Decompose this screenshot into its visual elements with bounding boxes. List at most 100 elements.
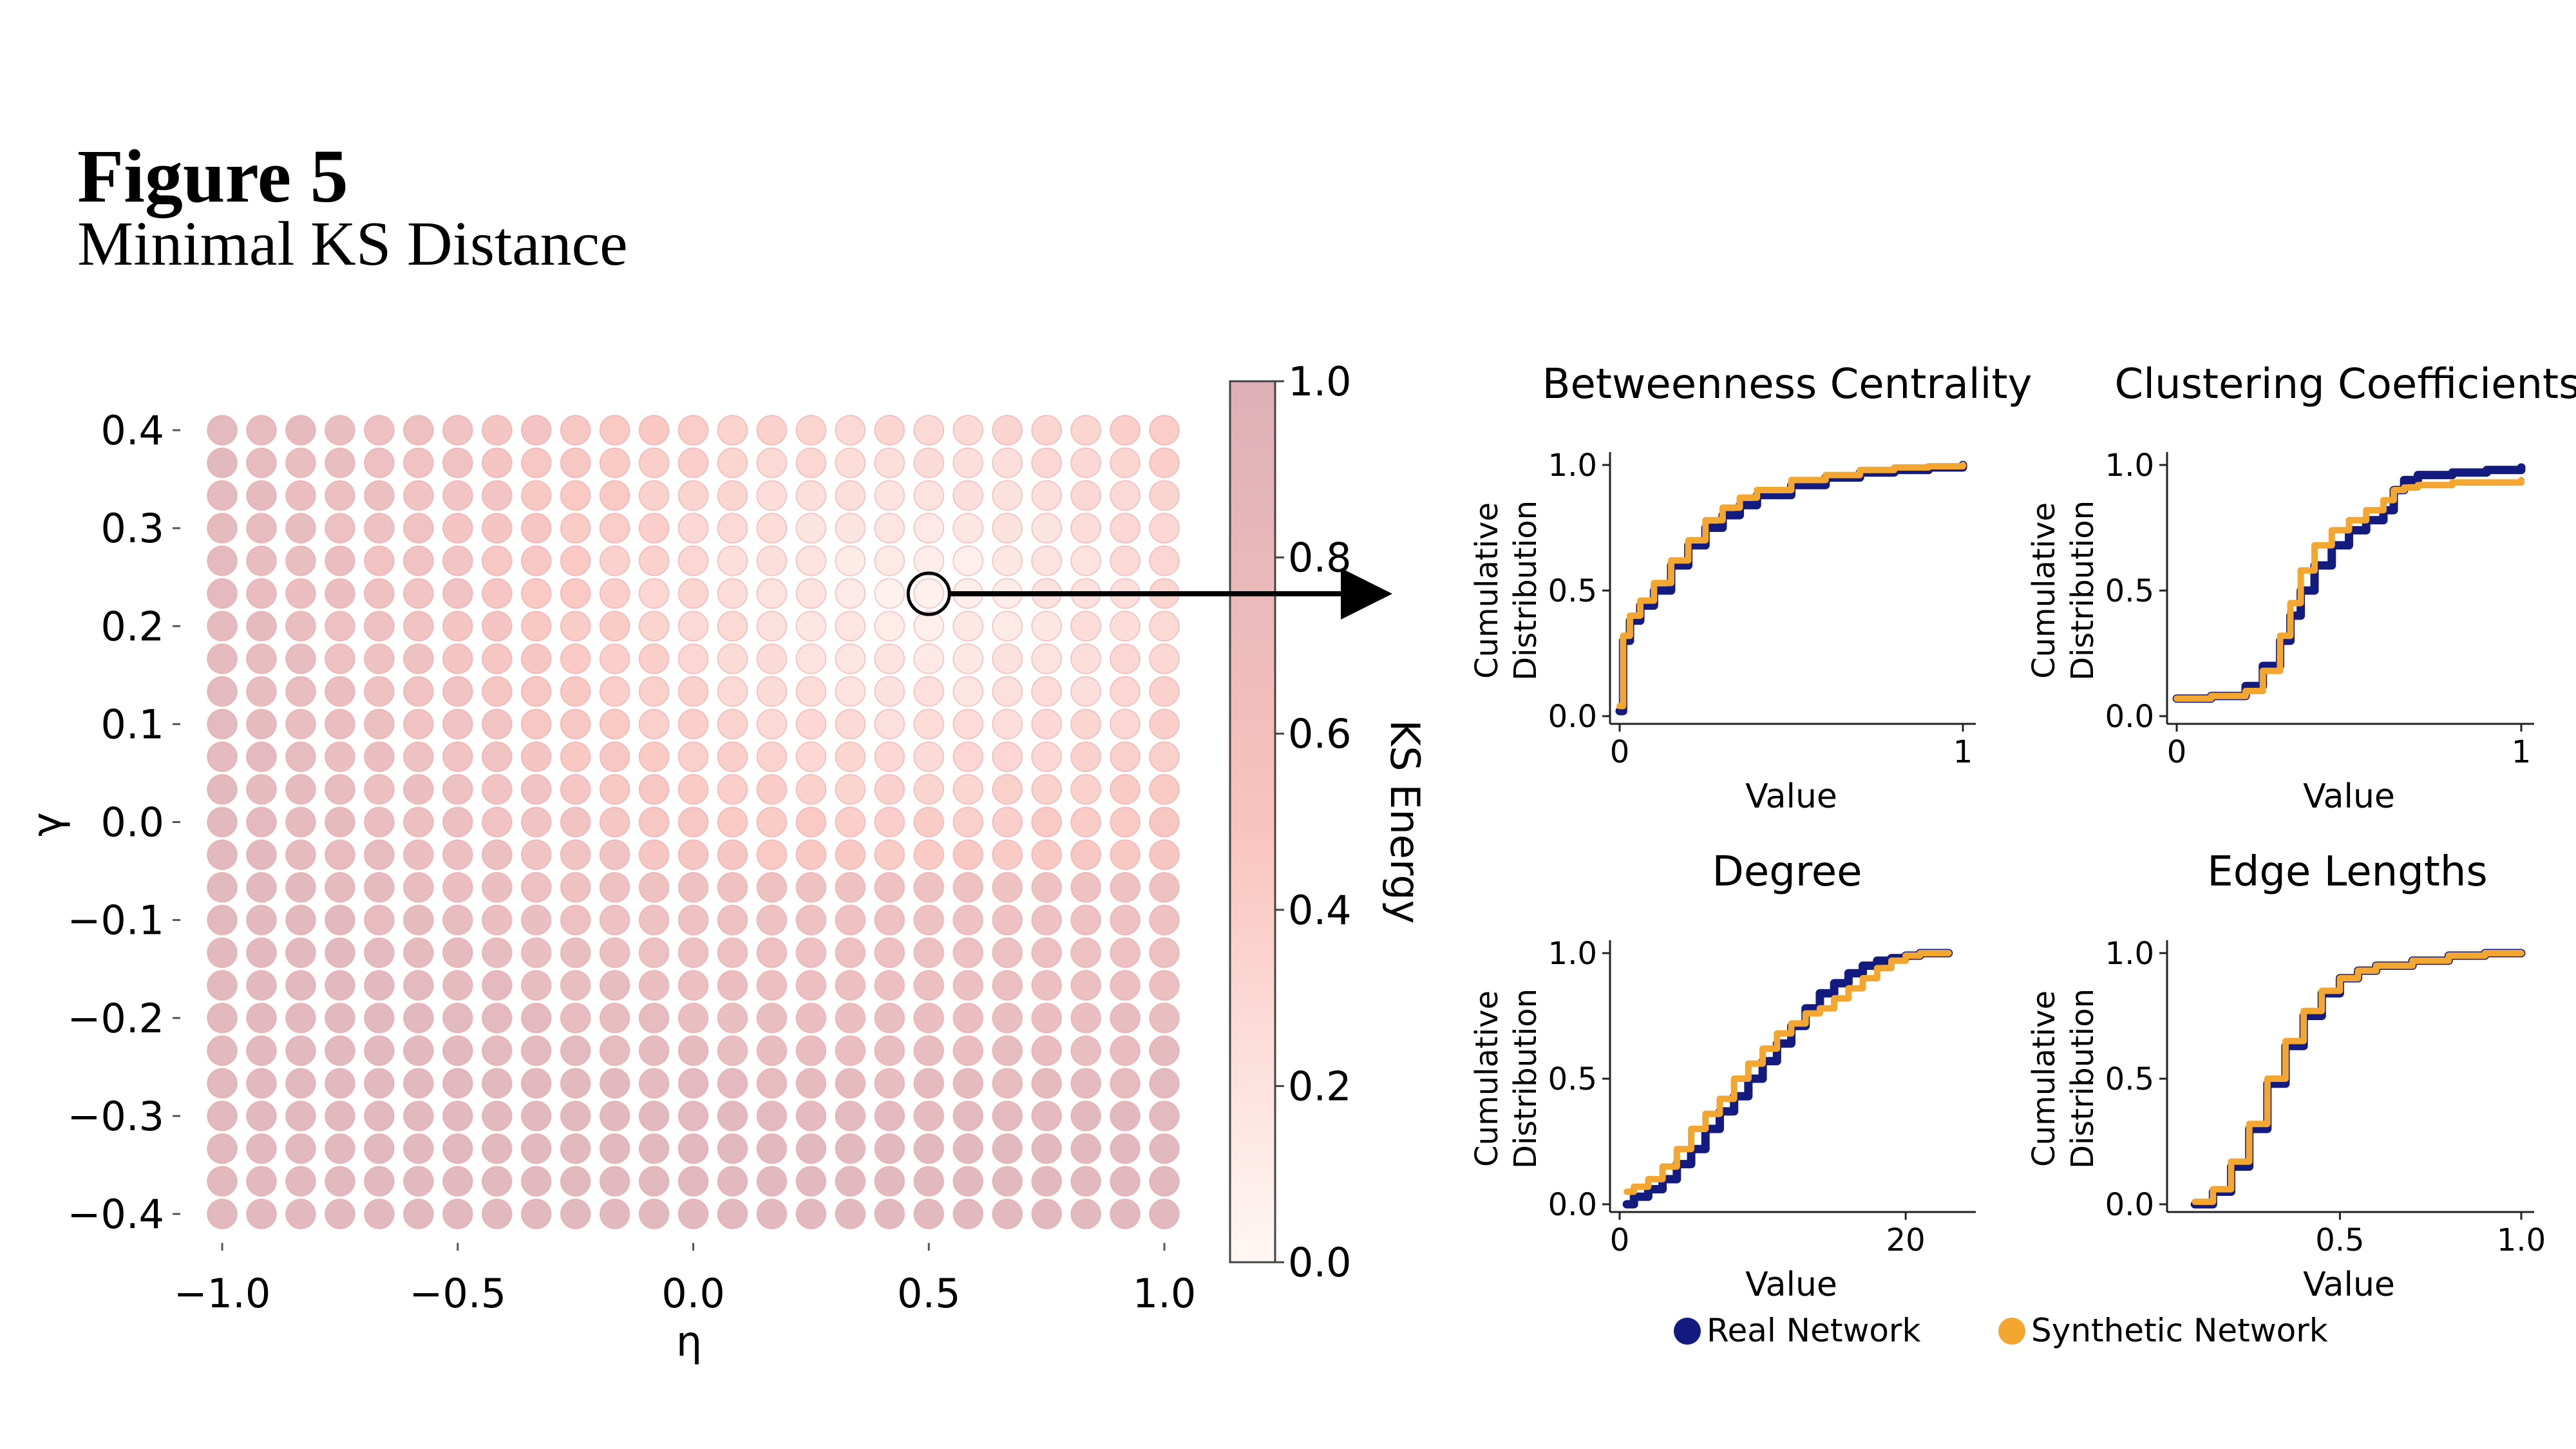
- heatmap-dot: [913, 1068, 945, 1099]
- heatmap-x-tick-label: 1.0: [1133, 1270, 1197, 1317]
- heatmap-dot: [677, 480, 709, 511]
- heatmap-dot: [717, 676, 748, 707]
- heatmap-dot: [560, 1133, 591, 1164]
- heatmap-dot: [756, 806, 788, 838]
- heatmap-dot: [992, 871, 1023, 903]
- heatmap-dot: [638, 1198, 670, 1229]
- heatmap-dot: [835, 708, 866, 740]
- heatmap-dot: [1149, 806, 1180, 838]
- heatmap-dot: [363, 1100, 395, 1132]
- heatmap-dot: [835, 1198, 866, 1229]
- heatmap-dot: [835, 415, 866, 446]
- heatmap-dot: [677, 447, 709, 478]
- heatmap-dot: [795, 545, 827, 576]
- heatmap-dot: [599, 480, 630, 511]
- heatmap-dot: [560, 904, 591, 936]
- heatmap-dot: [402, 1166, 434, 1197]
- heatmap-dot: [795, 611, 827, 642]
- heatmap-dot: [402, 1133, 434, 1164]
- heatmap-dot: [638, 513, 670, 544]
- real-network-line: [2190, 949, 2526, 1209]
- heatmap-dot: [285, 1035, 316, 1066]
- cdf-y-tick-label: 0.5: [1548, 573, 1597, 609]
- heatmap-dot: [245, 545, 277, 576]
- heatmap-dot: [402, 1002, 434, 1034]
- cdf-panel-title: Degree: [1712, 848, 1862, 896]
- heatmap-dot: [795, 806, 827, 838]
- heatmap-dot: [874, 839, 905, 871]
- heatmap-dot: [717, 1035, 748, 1066]
- heatmap-dot: [677, 1133, 709, 1164]
- heatmap-dot: [677, 806, 709, 838]
- heatmap-dot: [402, 1198, 434, 1229]
- heatmap-dot: [913, 1198, 945, 1229]
- heatmap-dot: [1110, 545, 1141, 576]
- heatmap-dot: [1149, 970, 1180, 1001]
- heatmap-dot: [795, 676, 827, 707]
- cdf-y-tick-label: 0.0: [1548, 1187, 1597, 1223]
- heatmap-dot: [1031, 513, 1063, 544]
- heatmap-dot: [245, 676, 277, 707]
- heatmap-dot: [520, 970, 552, 1001]
- heatmap-dot: [835, 1133, 866, 1164]
- real-network-line: [1615, 460, 1967, 715]
- heatmap-dot: [560, 773, 591, 805]
- heatmap-dot: [520, 545, 552, 576]
- heatmap-dot: [520, 480, 552, 511]
- heatmap-dot: [402, 970, 434, 1001]
- heatmap-dot: [560, 1198, 591, 1229]
- heatmap-dot: [481, 545, 513, 576]
- heatmap-dot: [207, 904, 238, 936]
- heatmap-dot: [1070, 415, 1102, 446]
- heatmap-dot: [363, 643, 395, 674]
- heatmap-dot: [363, 970, 395, 1001]
- heatmap-dot: [874, 708, 905, 740]
- heatmap-dot: [913, 806, 945, 838]
- heatmap-dot: [913, 904, 945, 936]
- heatmap-dot: [1070, 1100, 1102, 1132]
- heatmap-dot: [442, 1133, 473, 1164]
- heatmap-dot: [717, 480, 748, 511]
- figure-subtitle: Minimal KS Distance: [77, 209, 628, 279]
- heatmap-dot: [795, 904, 827, 936]
- heatmap-dot: [1031, 1068, 1063, 1099]
- heatmap-dot: [599, 839, 630, 871]
- heatmap-dot: [874, 871, 905, 903]
- heatmap-dot: [324, 1133, 355, 1164]
- heatmap-dot: [677, 1100, 709, 1132]
- heatmap-dot: [207, 415, 238, 446]
- heatmap-dot: [992, 1166, 1023, 1197]
- heatmap-dot: [599, 447, 630, 478]
- colorbar-tick-label: 0.2: [1288, 1063, 1352, 1110]
- cdf-y-label: Cumulative: [2026, 990, 2062, 1167]
- heatmap-dot: [520, 1100, 552, 1132]
- heatmap-dot: [992, 643, 1023, 674]
- cdf-y-tick-label: 1.0: [1548, 936, 1597, 972]
- heatmap-dot: [677, 708, 709, 740]
- heatmap-dot: [520, 676, 552, 707]
- heatmap-dot: [874, 1068, 905, 1099]
- heatmap-dot: [913, 741, 945, 773]
- heatmap-dot: [520, 447, 552, 478]
- heatmap-dot: [442, 741, 473, 773]
- heatmap-dot: [402, 1035, 434, 1066]
- heatmap-dot: [1149, 545, 1180, 576]
- ks-heatmap: −1.0 −0.5 0.0 0.5 1.0 0.4 0.3 0.2 0.1 0.0 −0.1 −0.…: [24, 407, 1196, 1366]
- heatmap-dot: [913, 415, 945, 446]
- heatmap-dot: [1070, 643, 1102, 674]
- heatmap-dot: [677, 578, 709, 609]
- heatmap-dot: [520, 773, 552, 805]
- heatmap-dot: [1110, 708, 1141, 740]
- heatmap-dot: [245, 643, 277, 674]
- heatmap-dot: [245, 1166, 277, 1197]
- heatmap-dot: [1110, 806, 1141, 838]
- heatmap-dot: [913, 480, 945, 511]
- heatmap-dot: [285, 578, 316, 609]
- heatmap-dot: [756, 904, 788, 936]
- heatmap-dot: [1149, 839, 1180, 871]
- synthetic-network-line: [2174, 477, 2524, 702]
- heatmap-dot: [795, 839, 827, 871]
- real-network-line: [2172, 463, 2526, 703]
- heatmap-dot: [1110, 937, 1141, 969]
- heatmap-dot: [795, 937, 827, 969]
